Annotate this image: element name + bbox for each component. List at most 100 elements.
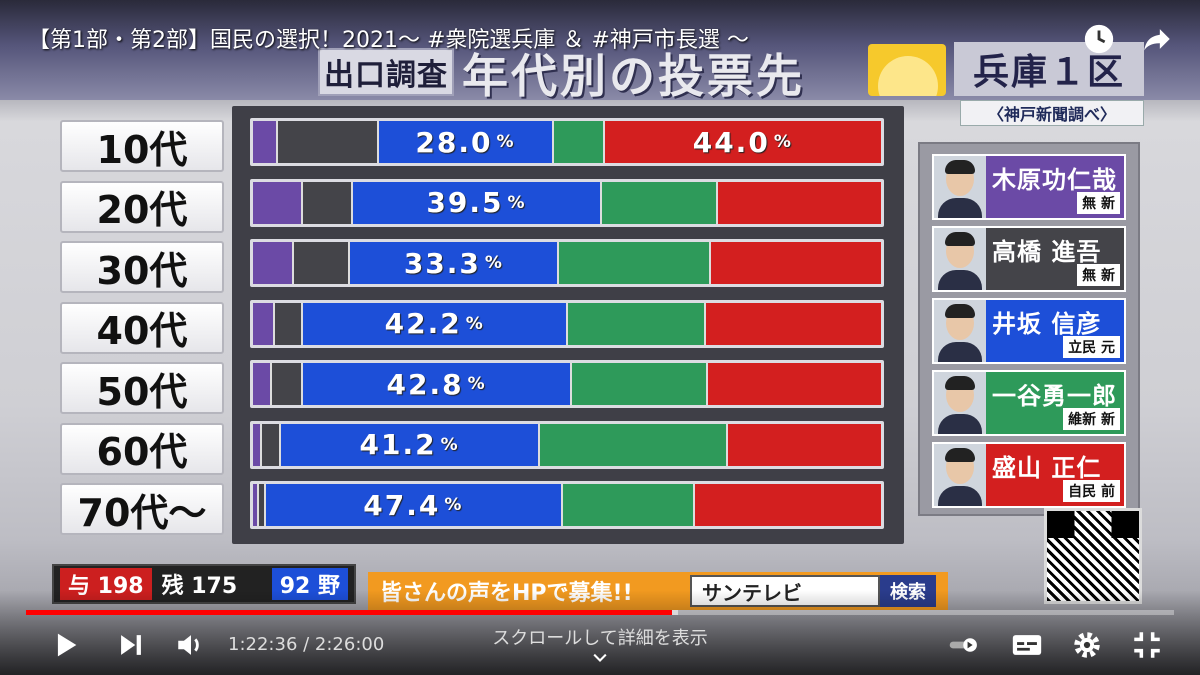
bar-segment [253, 484, 260, 526]
bar-value-unit: % [465, 313, 485, 334]
progress-played [26, 610, 673, 615]
bar-segment [717, 181, 881, 224]
graphic-title: 年代別の投票先 [462, 49, 805, 103]
bar-value-label: 42.8% [303, 363, 570, 405]
bar-segment [293, 242, 351, 284]
bar-value-unit: % [440, 434, 460, 455]
candidate-card: 盛山 正仁 自民 前 [932, 442, 1126, 508]
bar-value-unit: % [773, 132, 793, 152]
next-icon[interactable] [114, 628, 148, 662]
bar-segment: 41.2% [281, 423, 540, 466]
stacked-bar: 41.2% [250, 420, 884, 469]
time-display: 1:22:36 / 2:26:00 [228, 634, 385, 655]
bar-segment: 39.5% [353, 181, 602, 224]
bar-segment [695, 484, 881, 526]
bar-value-number: 33.3 [403, 246, 481, 280]
bar-segment [568, 302, 707, 345]
bar-segment [253, 363, 272, 405]
bar-segment: 42.2% [303, 302, 569, 345]
bar-value-unit: % [496, 132, 516, 152]
bar-segment [303, 181, 354, 224]
bar-segment [259, 484, 266, 526]
chevron-down-icon[interactable] [590, 648, 610, 668]
video-title[interactable]: 【第1部・第2部】国民の選択！2021〜 #衆院選兵庫 ＆ #神戸市長選 〜 [28, 28, 749, 53]
bar-segment [274, 302, 304, 345]
volume-icon[interactable] [174, 628, 208, 662]
bar-value-number: 41.2 [359, 428, 437, 461]
bar-segment [601, 181, 718, 224]
bar-segment [253, 423, 263, 466]
bar-segment [539, 423, 729, 466]
bar-segment [554, 121, 605, 163]
bar-segment [706, 302, 881, 345]
bar-value-label: 44.0% [605, 121, 881, 163]
age-group-label: 30代 [60, 241, 224, 293]
bar-segment [262, 423, 282, 466]
candidate-party: 維新 新 [1063, 408, 1120, 430]
candidate-party: 無 新 [1077, 264, 1120, 286]
stacked-bar: 47.4% [250, 481, 884, 529]
clock-icon[interactable] [1082, 22, 1116, 56]
bar-value-label: 28.0% [379, 121, 553, 163]
age-group-label: 20代 [60, 180, 224, 233]
gear-icon[interactable] [1070, 628, 1104, 662]
bar-segment [253, 121, 279, 163]
autoplay-toggle-icon[interactable] [948, 628, 982, 662]
bar-value-number: 28.0 [415, 125, 493, 159]
bar-value-label: 41.2% [281, 424, 538, 466]
source-label: 〈神戸新聞調べ〉 [960, 100, 1144, 126]
bar-value-number: 39.5 [426, 186, 504, 219]
bar-value-number: 47.4 [363, 488, 441, 522]
avatar [934, 228, 986, 290]
bar-value-number: 44.0 [692, 125, 770, 159]
fullscreen-exit-icon[interactable] [1130, 628, 1164, 662]
stacked-bar: 33.3% [250, 239, 884, 287]
bar-value-unit: % [444, 495, 464, 515]
bar-value-number: 42.2 [384, 307, 462, 340]
candidate-card: 高橋 進吾無 新 [932, 226, 1126, 292]
bar-segment: 33.3% [350, 242, 560, 284]
bar-segment [708, 363, 881, 405]
age-group-label: 60代 [60, 422, 224, 475]
play-icon[interactable] [48, 628, 82, 662]
bar-segment [728, 423, 881, 466]
share-icon[interactable] [1140, 22, 1174, 56]
qr-code [1044, 508, 1142, 604]
candidate-party: 自民 前 [1063, 480, 1120, 502]
bar-value-number: 42.8 [386, 367, 464, 401]
exit-poll-label: 出口調査 [318, 48, 454, 96]
avatar [934, 156, 986, 218]
bar-value-unit: % [484, 253, 504, 273]
avatar [934, 372, 986, 434]
candidate-card: 木原功仁哉無 新 [932, 154, 1126, 220]
bar-value-label: 42.2% [303, 303, 566, 345]
candidate-card: 井坂 信彦 立民 元 [932, 298, 1126, 364]
stacked-bar: 39.5% [250, 178, 884, 227]
bar-segment [253, 242, 294, 284]
candidate-name: 井坂 信彦 [992, 310, 1102, 338]
candidate-name: 高橋 進吾 [992, 238, 1102, 266]
candidate-name: 一谷勇一郎 [992, 382, 1117, 410]
district-label: 兵庫１区 [954, 42, 1144, 96]
age-group-label: 40代 [60, 301, 224, 354]
stacked-bar: 28.0% 44.0% [250, 118, 884, 166]
bar-value-unit: % [507, 192, 527, 213]
age-group-label: 10代 [60, 120, 224, 172]
bar-segment: 28.0% [378, 121, 555, 163]
bar-value-label: 39.5% [353, 182, 599, 224]
stacked-bar: 42.8% [250, 360, 884, 408]
station-logo [868, 44, 946, 96]
bar-value-unit: % [467, 374, 487, 394]
bar-segment [271, 363, 304, 405]
age-group-label: 70代〜 [60, 483, 224, 535]
subtitles-icon[interactable] [1010, 628, 1044, 662]
candidate-card: 一谷勇一郎 維新 新 [932, 370, 1126, 436]
bar-segment [559, 242, 712, 284]
bar-value-label: 47.4% [266, 484, 562, 526]
scroll-hint[interactable]: スクロールして詳細を表示 [492, 628, 708, 649]
avatar [934, 300, 986, 362]
bar-segment [572, 363, 709, 405]
age-group-label: 50代 [60, 362, 224, 414]
progress-bar[interactable] [26, 610, 1174, 615]
